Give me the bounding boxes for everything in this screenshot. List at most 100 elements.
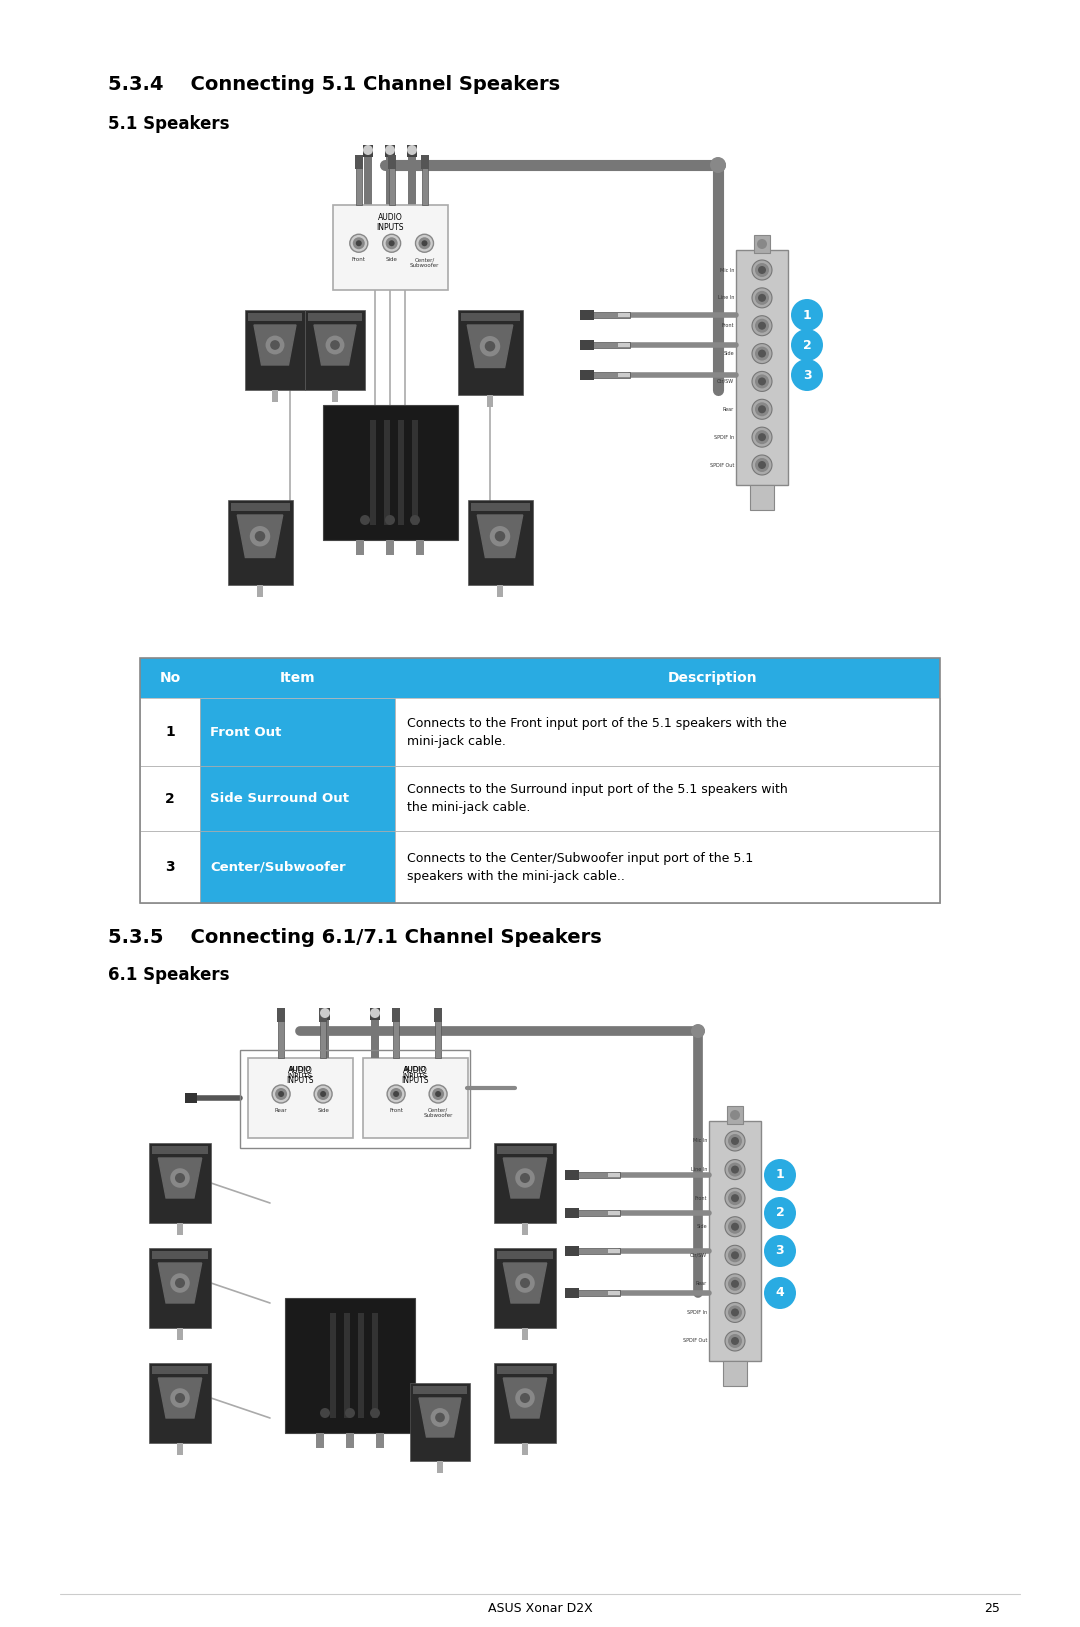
Text: AUDIO
INPUTS: AUDIO INPUTS — [403, 1066, 428, 1079]
FancyBboxPatch shape — [580, 311, 594, 321]
FancyBboxPatch shape — [750, 485, 774, 509]
Circle shape — [710, 156, 726, 172]
FancyBboxPatch shape — [372, 1313, 378, 1419]
Circle shape — [330, 340, 340, 350]
Text: Side: Side — [386, 257, 397, 262]
Circle shape — [752, 428, 772, 447]
Text: 3: 3 — [802, 368, 811, 381]
FancyBboxPatch shape — [245, 311, 305, 390]
Circle shape — [279, 1092, 284, 1097]
FancyBboxPatch shape — [565, 1207, 579, 1219]
Text: SPDIF In: SPDIF In — [687, 1310, 707, 1315]
Circle shape — [360, 516, 370, 526]
FancyBboxPatch shape — [497, 586, 503, 597]
FancyBboxPatch shape — [618, 373, 630, 377]
FancyBboxPatch shape — [471, 503, 529, 511]
FancyBboxPatch shape — [497, 1145, 553, 1154]
Text: 1: 1 — [775, 1168, 784, 1181]
FancyBboxPatch shape — [411, 420, 418, 526]
FancyBboxPatch shape — [618, 343, 630, 347]
Circle shape — [270, 340, 280, 350]
Text: Side: Side — [724, 351, 734, 356]
FancyBboxPatch shape — [468, 499, 532, 586]
Circle shape — [495, 530, 505, 542]
Circle shape — [519, 1393, 530, 1402]
Circle shape — [755, 319, 769, 332]
Text: ASUS Xonar D2X: ASUS Xonar D2X — [488, 1601, 592, 1614]
Circle shape — [728, 1134, 742, 1149]
Text: 3: 3 — [165, 861, 175, 874]
Circle shape — [752, 260, 772, 280]
FancyBboxPatch shape — [487, 395, 492, 407]
Text: Line In: Line In — [717, 296, 734, 301]
FancyBboxPatch shape — [608, 1173, 620, 1176]
Circle shape — [519, 1173, 530, 1183]
Text: AUDIO
INPUTS: AUDIO INPUTS — [402, 1066, 429, 1085]
Circle shape — [515, 1168, 535, 1188]
FancyBboxPatch shape — [370, 420, 376, 526]
FancyBboxPatch shape — [389, 164, 394, 205]
Circle shape — [758, 294, 766, 303]
Text: Rear: Rear — [274, 1108, 287, 1113]
FancyBboxPatch shape — [437, 1461, 443, 1472]
Circle shape — [731, 1137, 739, 1145]
Circle shape — [355, 241, 362, 246]
FancyBboxPatch shape — [152, 1251, 208, 1259]
Circle shape — [171, 1168, 190, 1188]
FancyBboxPatch shape — [727, 1106, 743, 1124]
Text: 1: 1 — [165, 726, 175, 739]
Text: Front: Front — [721, 324, 734, 329]
Circle shape — [728, 1248, 742, 1263]
Circle shape — [755, 291, 769, 304]
Circle shape — [757, 239, 767, 249]
Circle shape — [728, 1305, 742, 1319]
Circle shape — [755, 430, 769, 444]
Text: SPDIF Out: SPDIF Out — [710, 462, 734, 467]
Circle shape — [731, 1251, 739, 1259]
Circle shape — [725, 1331, 745, 1350]
Polygon shape — [503, 1378, 546, 1419]
Polygon shape — [254, 325, 296, 364]
Polygon shape — [159, 1378, 202, 1419]
FancyBboxPatch shape — [185, 1093, 197, 1103]
Polygon shape — [314, 325, 356, 364]
Circle shape — [755, 264, 769, 277]
FancyBboxPatch shape — [279, 1019, 284, 1058]
FancyBboxPatch shape — [316, 1433, 324, 1448]
Circle shape — [429, 1085, 447, 1103]
FancyBboxPatch shape — [364, 150, 372, 205]
Polygon shape — [159, 1263, 202, 1303]
Text: Mic In: Mic In — [719, 267, 734, 272]
FancyBboxPatch shape — [355, 155, 363, 169]
Circle shape — [728, 1220, 742, 1233]
Text: 3: 3 — [775, 1245, 784, 1258]
FancyBboxPatch shape — [177, 1328, 183, 1341]
Circle shape — [489, 526, 510, 547]
Circle shape — [432, 1088, 444, 1100]
Circle shape — [758, 377, 766, 386]
Text: Front: Front — [352, 257, 366, 262]
Circle shape — [410, 516, 420, 526]
Circle shape — [421, 241, 428, 246]
Circle shape — [387, 1085, 405, 1103]
FancyBboxPatch shape — [370, 1009, 380, 1020]
FancyBboxPatch shape — [140, 657, 940, 698]
FancyBboxPatch shape — [522, 1443, 528, 1455]
Circle shape — [384, 516, 395, 526]
Circle shape — [384, 145, 395, 155]
Circle shape — [725, 1303, 745, 1323]
FancyBboxPatch shape — [152, 1145, 208, 1154]
Text: 25: 25 — [984, 1601, 1000, 1614]
Circle shape — [791, 329, 823, 361]
Text: Center/
Subwoofer: Center/ Subwoofer — [423, 1108, 453, 1118]
Text: 4: 4 — [775, 1287, 784, 1300]
Circle shape — [320, 1009, 330, 1019]
Circle shape — [435, 1412, 445, 1422]
Circle shape — [325, 335, 345, 355]
FancyBboxPatch shape — [494, 1248, 556, 1328]
FancyBboxPatch shape — [416, 540, 424, 555]
Polygon shape — [503, 1158, 546, 1197]
Text: Center/
Subwoofer: Center/ Subwoofer — [409, 257, 440, 268]
Circle shape — [752, 343, 772, 363]
Circle shape — [725, 1131, 745, 1150]
